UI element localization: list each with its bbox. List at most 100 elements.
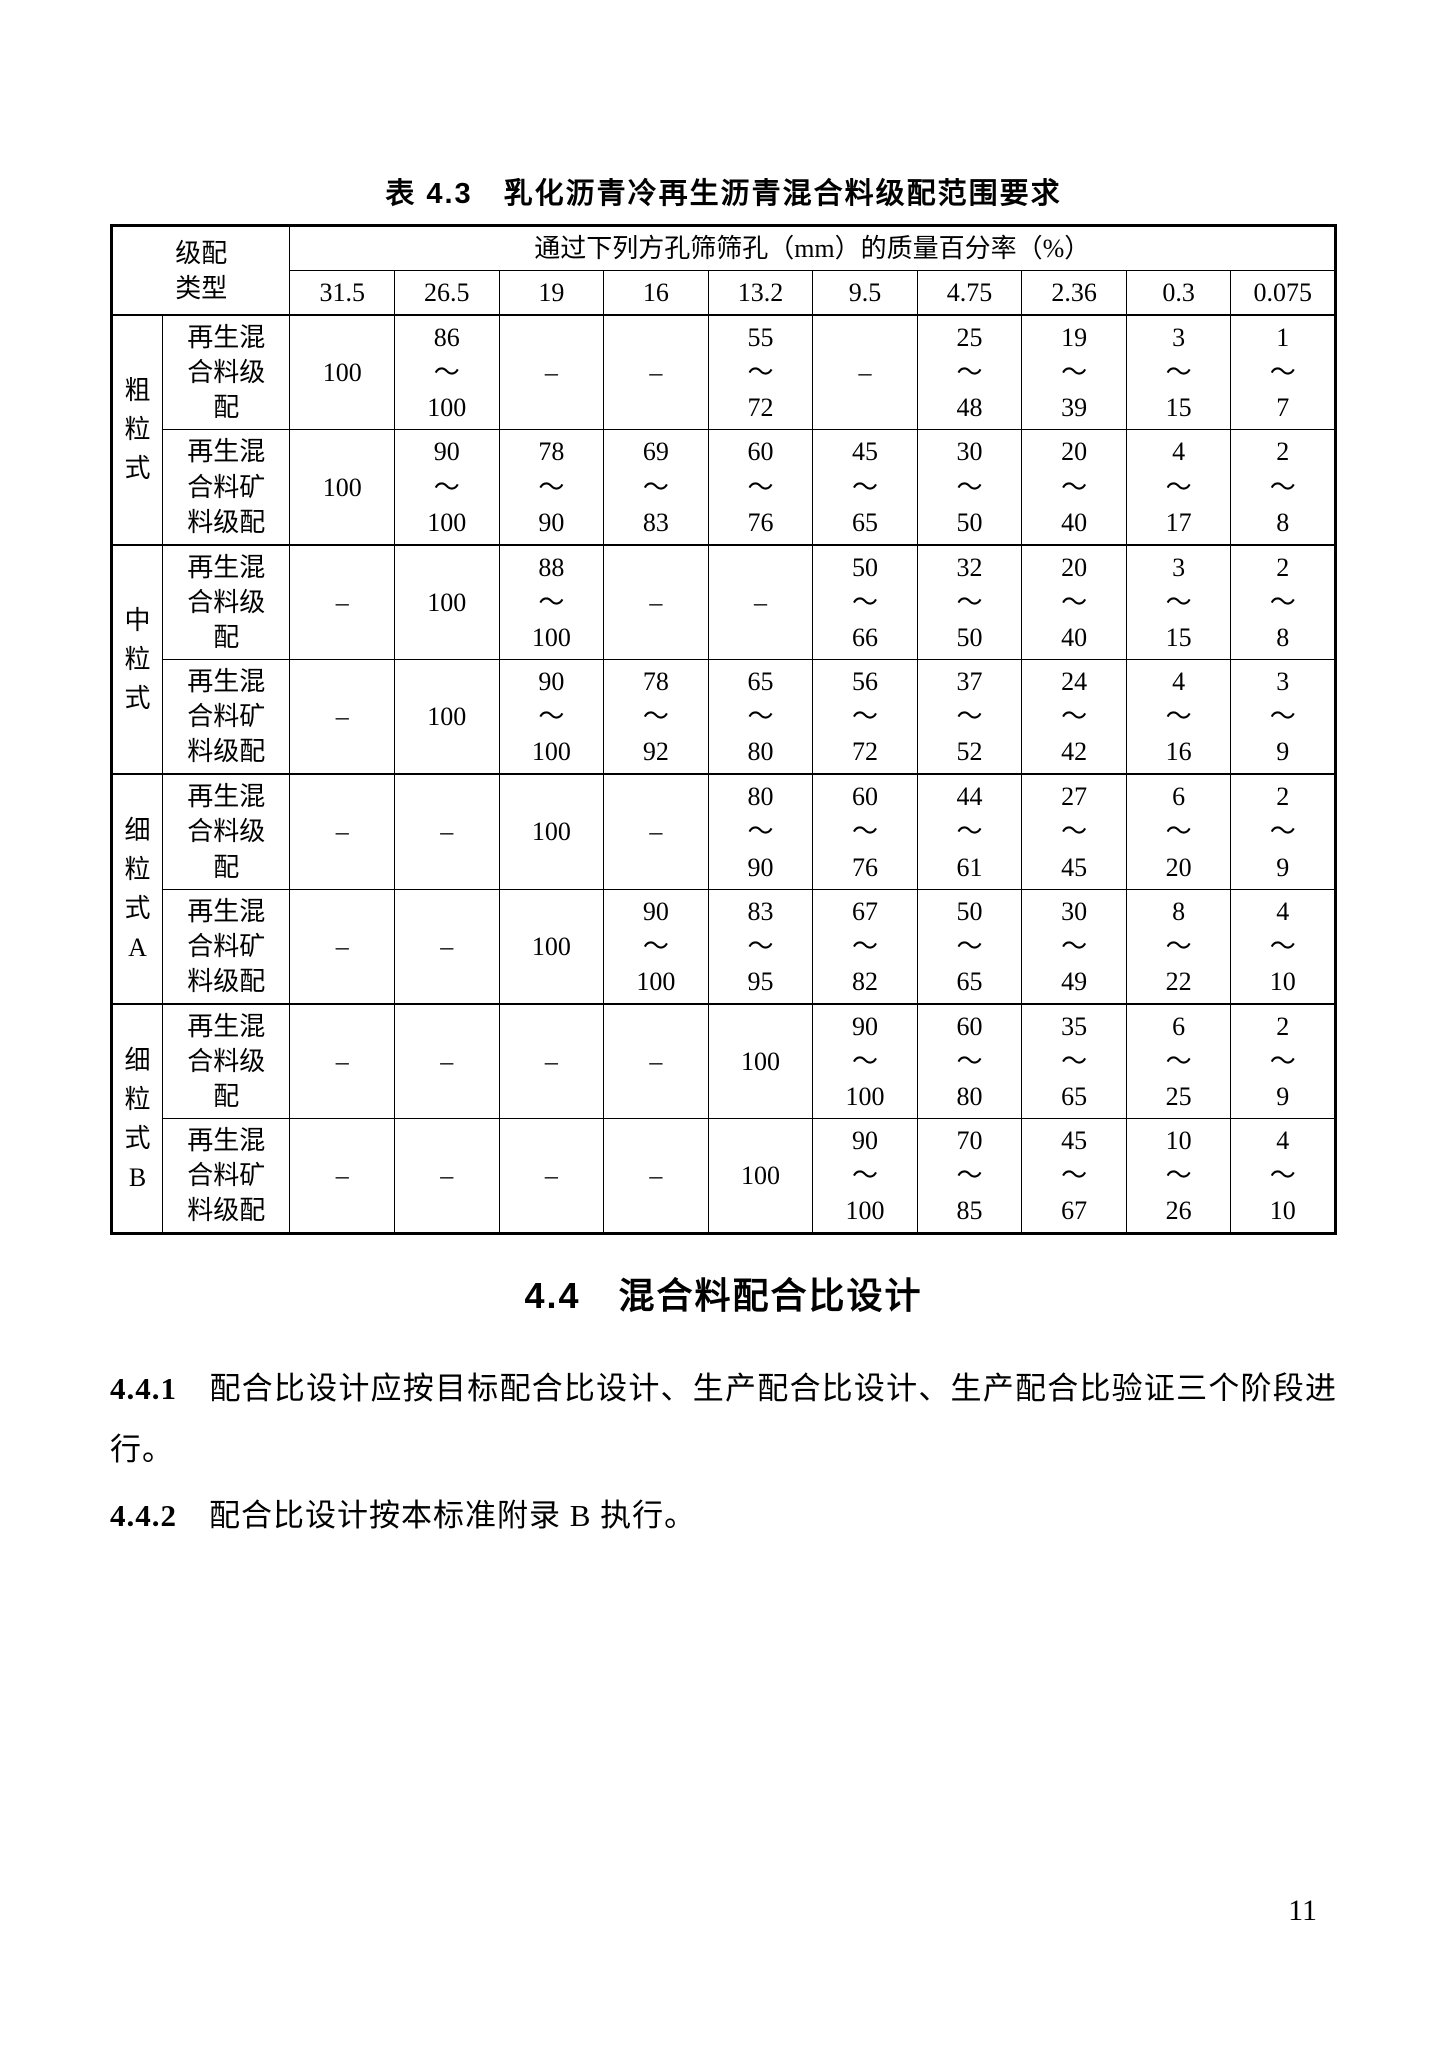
data-cell: 45～65 — [813, 430, 918, 545]
data-cell: 8～22 — [1126, 889, 1231, 1004]
row-sublabel: 再生混合料矿料级配 — [162, 889, 290, 1004]
data-cell: 65～80 — [708, 660, 813, 775]
data-cell: – — [290, 1004, 395, 1119]
data-cell: 83～95 — [708, 889, 813, 1004]
group-label: 粗粒式 — [112, 315, 163, 545]
data-cell: 90～100 — [499, 660, 604, 775]
table-row: 细粒式A再生混合料级配––100–80～9060～7644～6127～456～2… — [112, 774, 1336, 889]
data-cell: 3～9 — [1231, 660, 1336, 775]
group-label: 细粒式B — [112, 1004, 163, 1234]
table-row: 细粒式B再生混合料级配––––10090～10060～8035～656～252～… — [112, 1004, 1336, 1119]
data-cell: 80～90 — [708, 774, 813, 889]
data-cell: 4～16 — [1126, 660, 1231, 775]
data-cell: 69～83 — [604, 430, 709, 545]
data-cell: – — [290, 889, 395, 1004]
data-cell: 44～61 — [917, 774, 1022, 889]
header-sieve-2: 19 — [499, 271, 604, 316]
data-cell: 19～39 — [1022, 315, 1127, 430]
data-cell: 3～15 — [1126, 315, 1231, 430]
header-sieve-3: 16 — [604, 271, 709, 316]
data-cell: 2～8 — [1231, 430, 1336, 545]
row-sublabel: 再生混合料矿料级配 — [162, 430, 290, 545]
data-cell: 70～85 — [917, 1119, 1022, 1234]
data-cell: 25～48 — [917, 315, 1022, 430]
data-cell: 90～100 — [813, 1119, 918, 1234]
data-cell: – — [499, 315, 604, 430]
header-sieve-6: 4.75 — [917, 271, 1022, 316]
data-cell: 88～100 — [499, 545, 604, 660]
data-cell: 55～72 — [708, 315, 813, 430]
header-sieve-9: 0.075 — [1231, 271, 1336, 316]
data-cell: 100 — [499, 774, 604, 889]
data-cell: – — [290, 545, 395, 660]
data-cell: – — [604, 545, 709, 660]
data-cell: 10～26 — [1126, 1119, 1231, 1234]
data-cell: – — [499, 1119, 604, 1234]
paragraph-2: 4.4.2 配合比设计按本标准附录 B 执行。 — [110, 1486, 1337, 1546]
data-cell: 100 — [395, 545, 500, 660]
data-cell: – — [395, 1119, 500, 1234]
data-cell: – — [604, 315, 709, 430]
data-cell: 50～65 — [917, 889, 1022, 1004]
data-cell: – — [395, 774, 500, 889]
section-title: 4.4 混合料配合比设计 — [110, 1267, 1337, 1319]
header-sieve-0: 31.5 — [290, 271, 395, 316]
data-cell: – — [290, 1119, 395, 1234]
header-sieve-8: 0.3 — [1126, 271, 1231, 316]
data-cell: – — [604, 1004, 709, 1119]
data-cell: 4～17 — [1126, 430, 1231, 545]
data-cell: 78～90 — [499, 430, 604, 545]
header-sieve-title: 通过下列方孔筛筛孔（mm）的质量百分率（%） — [290, 226, 1336, 271]
data-cell: 60～76 — [813, 774, 918, 889]
data-cell: 30～49 — [1022, 889, 1127, 1004]
page-number: 11 — [1288, 1894, 1317, 1928]
data-cell: 2～8 — [1231, 545, 1336, 660]
data-cell: 35～65 — [1022, 1004, 1127, 1119]
gradation-table: 级配类型 通过下列方孔筛筛孔（mm）的质量百分率（%） 31.526.51916… — [110, 224, 1337, 1235]
data-cell: 3～15 — [1126, 545, 1231, 660]
data-cell: 86～100 — [395, 315, 500, 430]
data-cell: 45～67 — [1022, 1119, 1127, 1234]
table-row: 再生混合料矿料级配10090～10078～9069～8360～7645～6530… — [112, 430, 1336, 545]
data-cell: 100 — [395, 660, 500, 775]
row-sublabel: 再生混合料矿料级配 — [162, 660, 290, 775]
data-cell: 27～45 — [1022, 774, 1127, 889]
data-cell: 50～66 — [813, 545, 918, 660]
data-cell: 100 — [708, 1119, 813, 1234]
group-label: 中粒式 — [112, 545, 163, 775]
data-cell: 100 — [499, 889, 604, 1004]
row-sublabel: 再生混合料级配 — [162, 545, 290, 660]
data-cell: – — [290, 660, 395, 775]
group-label: 细粒式A — [112, 774, 163, 1004]
data-cell: – — [708, 545, 813, 660]
data-cell: 100 — [708, 1004, 813, 1119]
table-title: 表 4.3 乳化沥青冷再生沥青混合料级配范围要求 — [110, 170, 1337, 212]
header-sieve-1: 26.5 — [395, 271, 500, 316]
data-cell: 32～50 — [917, 545, 1022, 660]
data-cell: 60～76 — [708, 430, 813, 545]
data-cell: 60～80 — [917, 1004, 1022, 1119]
data-cell: 78～92 — [604, 660, 709, 775]
data-cell: 20～40 — [1022, 430, 1127, 545]
table-row: 中粒式再生混合料级配–10088～100––50～6632～5020～403～1… — [112, 545, 1336, 660]
header-gradation-type: 级配类型 — [112, 226, 290, 316]
header-sieve-5: 9.5 — [813, 271, 918, 316]
table-header: 级配类型 通过下列方孔筛筛孔（mm）的质量百分率（%） 31.526.51916… — [112, 226, 1336, 316]
data-cell: 90～100 — [813, 1004, 918, 1119]
table-row: 再生混合料矿料级配––10090～10083～9567～8250～6530～49… — [112, 889, 1336, 1004]
data-cell: 37～52 — [917, 660, 1022, 775]
data-cell: – — [395, 889, 500, 1004]
data-cell: 2～9 — [1231, 1004, 1336, 1119]
data-cell: – — [290, 774, 395, 889]
data-cell: 100 — [290, 430, 395, 545]
row-sublabel: 再生混合料级配 — [162, 315, 290, 430]
data-cell: 30～50 — [917, 430, 1022, 545]
data-cell: 24～42 — [1022, 660, 1127, 775]
data-cell: – — [813, 315, 918, 430]
data-cell: 56～72 — [813, 660, 918, 775]
data-cell: 67～82 — [813, 889, 918, 1004]
data-cell: 4～10 — [1231, 1119, 1336, 1234]
data-cell: 90～100 — [395, 430, 500, 545]
data-cell: 1～7 — [1231, 315, 1336, 430]
header-sieve-4: 13.2 — [708, 271, 813, 316]
